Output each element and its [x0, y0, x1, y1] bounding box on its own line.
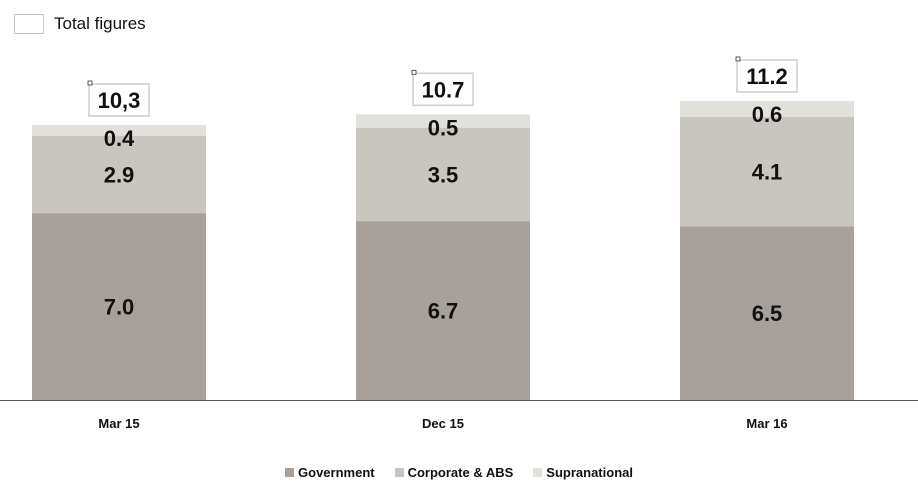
x-tick-label: Mar 15 [98, 416, 139, 431]
data-label: 0.5 [428, 115, 459, 140]
total-box [736, 59, 798, 93]
data-label: 0.4 [104, 126, 135, 151]
bar-government-mar-15 [32, 213, 206, 400]
data-label: 7.0 [104, 295, 135, 320]
legend-item-supranational: Supranational [533, 465, 633, 480]
total-box [88, 83, 150, 117]
total-label: 11.2 [746, 64, 788, 89]
total-figures-swatch [14, 14, 44, 34]
x-tick-label: Dec 15 [422, 416, 464, 431]
bar-government-dec-15 [356, 221, 530, 400]
legend-label: Government [298, 465, 375, 480]
data-label: 6.5 [752, 301, 783, 326]
bar-supranational-dec-15 [356, 114, 530, 128]
series-legend: Government Corporate & ABS Supranational [0, 465, 918, 480]
legend-swatch [533, 468, 543, 477]
total-box [412, 72, 474, 107]
bar-supranational-mar-15 [32, 124, 206, 136]
data-label: 6.7 [428, 299, 459, 324]
total-figures-legend: Total figures [14, 14, 146, 34]
legend-item-government: Government [285, 465, 375, 480]
bar-corporate-abs-mar-15 [32, 135, 206, 214]
data-label: 4.1 [752, 160, 783, 185]
total-label: 10.7 [422, 77, 465, 102]
total-box-handle [735, 56, 741, 62]
bar-corporate-abs-dec-15 [356, 127, 530, 222]
total-figures-label: Total figures [54, 14, 146, 33]
bar-corporate-abs-mar-16 [680, 116, 854, 227]
bar-government-mar-16 [680, 226, 854, 400]
total-label: 10,3 [98, 88, 141, 113]
legend-label: Supranational [546, 465, 633, 480]
bar-supranational-mar-16 [680, 100, 854, 117]
total-box-handle [411, 69, 417, 75]
legend-swatch [285, 468, 295, 477]
total-box-handle [87, 80, 93, 86]
legend-label: Corporate & ABS [407, 465, 514, 480]
x-tick-label: Mar 16 [746, 416, 787, 431]
data-label: 3.5 [428, 162, 459, 187]
legend-item-corporate-abs: Corporate & ABS [394, 465, 514, 480]
data-label: 2.9 [104, 162, 135, 187]
legend-swatch [394, 468, 404, 477]
data-label: 0.6 [752, 102, 783, 127]
